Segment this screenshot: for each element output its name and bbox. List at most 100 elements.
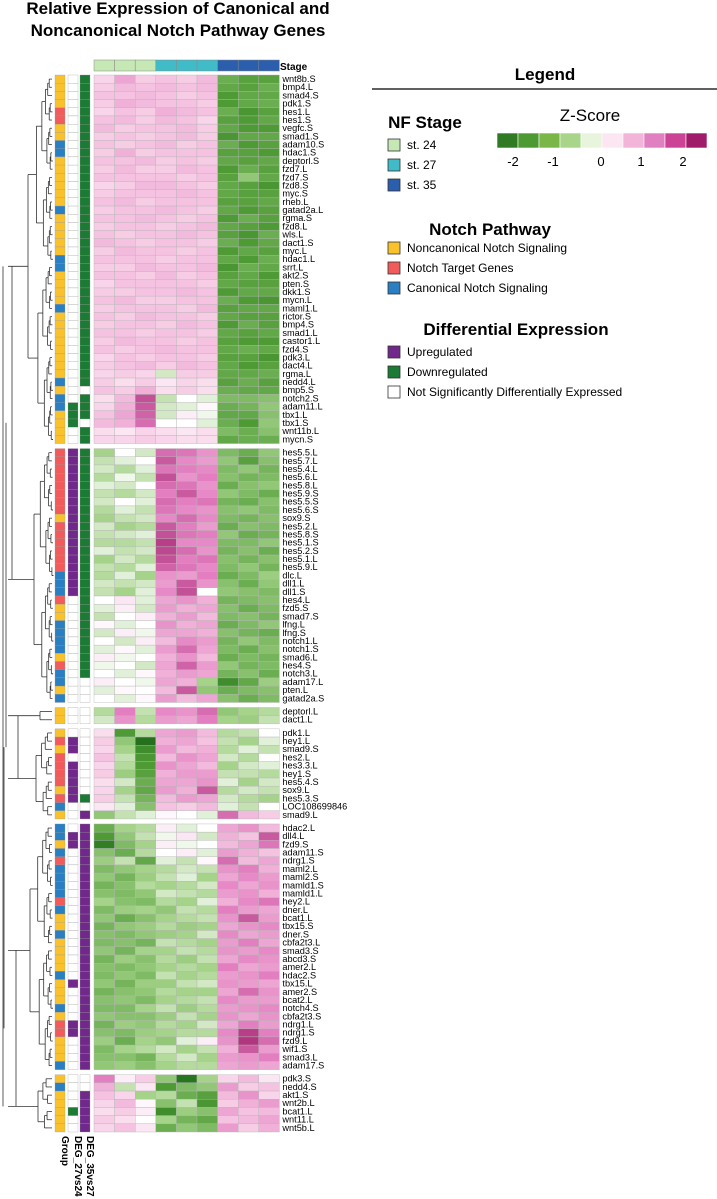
heatmap-cell: [176, 522, 198, 531]
heatmap-cell: [217, 728, 239, 738]
heatmap-cell: [237, 753, 259, 762]
heatmap-cell: [176, 238, 198, 248]
group-cell: [54, 954, 66, 964]
deg-27vs24-cell: [67, 963, 79, 972]
heatmap-cell: [114, 345, 136, 354]
gene-label: myc.S: [282, 189, 308, 199]
heatmap-cell: [93, 99, 115, 108]
deg-27vs24-cell: [67, 156, 79, 166]
heatmap-cell: [217, 1003, 239, 1013]
heatmap-cell: [176, 1020, 198, 1029]
heatmap-cell: [176, 222, 198, 231]
gene-label: notch3.L: [282, 669, 317, 679]
heatmap-cell: [258, 554, 280, 564]
heatmap-cell: [155, 563, 177, 572]
stage-bar-cell: [176, 59, 198, 72]
heatmap-cell: [237, 1003, 259, 1013]
heatmap-cell: [237, 271, 259, 280]
heatmap-cell: [93, 546, 115, 556]
heatmap-cell: [217, 761, 239, 771]
heatmap-cell: [134, 823, 156, 833]
heatmap-cell: [237, 197, 259, 207]
heatmap-cell: [155, 922, 177, 931]
group-cell: [54, 864, 66, 874]
heatmap-cell: [196, 173, 218, 182]
heatmap-cell: [155, 402, 177, 412]
heatmap-cell: [114, 636, 136, 646]
group-cell: [54, 963, 66, 972]
heatmap-cell: [134, 661, 156, 670]
deg-27vs24-cell: [67, 99, 79, 108]
gene-label: pdk3.L: [282, 352, 310, 362]
heatmap-cell: [114, 205, 136, 215]
heatmap-cell: [237, 530, 259, 539]
deg-27vs24-cell: [67, 402, 79, 411]
heatmap-cell: [93, 661, 115, 670]
heatmap-cell: [217, 644, 239, 654]
gene-label: dkk1.S: [282, 287, 310, 297]
group-cell: [54, 377, 66, 387]
heatmap-cell: [176, 864, 198, 874]
heatmap-cell: [114, 271, 136, 280]
group-cell: [54, 736, 66, 746]
heatmap-cell: [155, 971, 177, 980]
heatmap-cell: [134, 513, 156, 523]
heatmap-cell: [237, 761, 259, 771]
heatmap-cell: [176, 620, 198, 629]
heatmap-cell: [134, 761, 156, 771]
group-cell: [54, 205, 66, 215]
deg-27vs24-cell: [67, 83, 79, 92]
heatmap-cell: [93, 91, 115, 100]
heatmap-cell: [155, 238, 177, 248]
heatmap-cell: [155, 707, 177, 716]
deg-35vs27-cell: [79, 1036, 91, 1046]
deg-27vs24-cell: [67, 677, 79, 687]
heatmap-cell: [237, 971, 259, 980]
deg-27vs24-cell: [67, 971, 79, 980]
heatmap-cell: [258, 140, 280, 149]
heatmap-cell: [258, 205, 280, 215]
differential-expression-title: Differential Expression: [423, 320, 608, 339]
deg-27vs24-cell: [67, 369, 79, 379]
heatmap-cell: [155, 173, 177, 182]
heatmap-cell: [196, 481, 218, 490]
heatmap-cell: [155, 189, 177, 199]
deg-35vs27-cell: [79, 546, 91, 556]
heatmap-cell: [217, 938, 239, 948]
heatmap-cell: [237, 571, 259, 580]
group-cell: [54, 971, 66, 980]
heatmap-cell: [155, 938, 177, 948]
group-cell: [54, 115, 66, 125]
heatmap-cell: [134, 946, 156, 956]
deg-27vs24-cell: [67, 954, 79, 964]
heatmap-cell: [258, 148, 280, 158]
heatmap-cell: [237, 123, 259, 133]
deg-27vs24-cell: [67, 481, 79, 490]
heatmap-cell: [134, 426, 156, 436]
heatmap-cell: [93, 481, 115, 490]
heatmap-cell: [217, 115, 239, 125]
heatmap-cell: [217, 246, 239, 256]
heatmap-cell: [114, 669, 136, 679]
heatmap-cell: [155, 148, 177, 158]
heatmap-cell: [114, 320, 136, 330]
heatmap-cell: [155, 677, 177, 687]
deg-35vs27-cell: [79, 786, 91, 795]
deg-27vs24-cell: [67, 295, 79, 305]
heatmap-cell: [93, 402, 115, 412]
heatmap-cell: [237, 279, 259, 289]
group-cell: [54, 922, 66, 931]
group-cell: [54, 1090, 66, 1100]
heatmap-cell: [237, 1020, 259, 1029]
heatmap-cell: [217, 636, 239, 646]
heatmap-cell: [93, 1036, 115, 1046]
group-cell: [54, 304, 66, 313]
deg-27vs24-cell: [67, 1123, 79, 1133]
heatmap-cell: [196, 295, 218, 305]
gene-label: hes5.4.S: [282, 777, 318, 787]
deg-27vs24-cell: [67, 222, 79, 231]
heatmap-cell: [237, 979, 259, 988]
gene-label: cbfa2t3.S: [282, 1011, 321, 1021]
heatmap-cell: [134, 1082, 156, 1092]
deg-35vs27-cell: [79, 571, 91, 580]
